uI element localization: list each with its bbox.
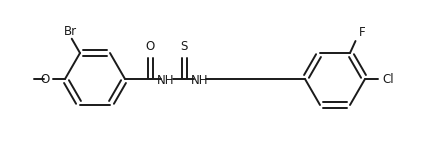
Text: NH: NH <box>191 73 209 86</box>
Text: O: O <box>40 73 49 85</box>
Text: Br: Br <box>64 25 77 38</box>
Text: Cl: Cl <box>383 73 394 85</box>
Text: F: F <box>359 26 365 39</box>
Text: S: S <box>181 40 188 53</box>
Text: NH: NH <box>157 73 175 86</box>
Text: O: O <box>146 40 155 53</box>
